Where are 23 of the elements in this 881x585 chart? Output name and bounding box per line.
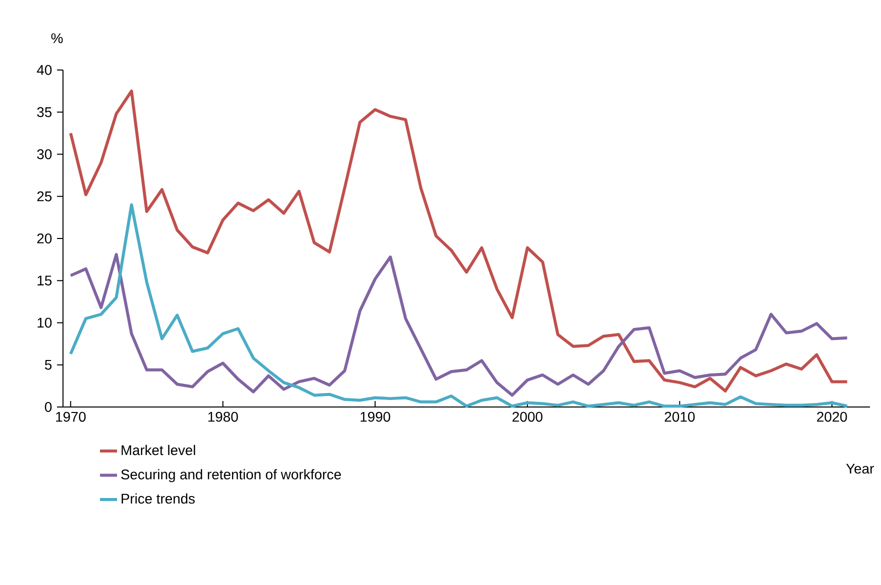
legend-label: Market level: [122, 444, 196, 456]
x-tick-label: 2010: [664, 412, 695, 422]
line-series: [69, 203, 849, 408]
y-tick-label: 40: [36, 65, 52, 75]
x-tick-label: 2020: [817, 412, 847, 422]
legend-label: Price trends: [122, 493, 195, 504]
y-tick-label: 35: [37, 107, 52, 118]
y-tick-label: 25: [37, 191, 52, 202]
x-tick-label: 2000: [512, 412, 542, 422]
x-tick-label: 1980: [208, 412, 238, 422]
y-tick-label: 0: [44, 402, 52, 412]
x-tick-label: 1990: [360, 412, 390, 422]
y-tick-label: 5: [44, 360, 52, 370]
line-series: [69, 252, 849, 397]
y-tick-label: 15: [38, 276, 52, 286]
line-series: [69, 90, 849, 392]
y-axis-title: %: [51, 33, 63, 44]
y-tick-label: 10: [38, 318, 52, 328]
x-axis-title: Year: [846, 464, 874, 474]
y-tick-label: 20: [37, 234, 52, 244]
legend-label: Securing and retention of workforce: [121, 469, 341, 482]
x-tick-label: 1970: [56, 412, 86, 422]
y-tick-label: 30: [37, 149, 52, 160]
